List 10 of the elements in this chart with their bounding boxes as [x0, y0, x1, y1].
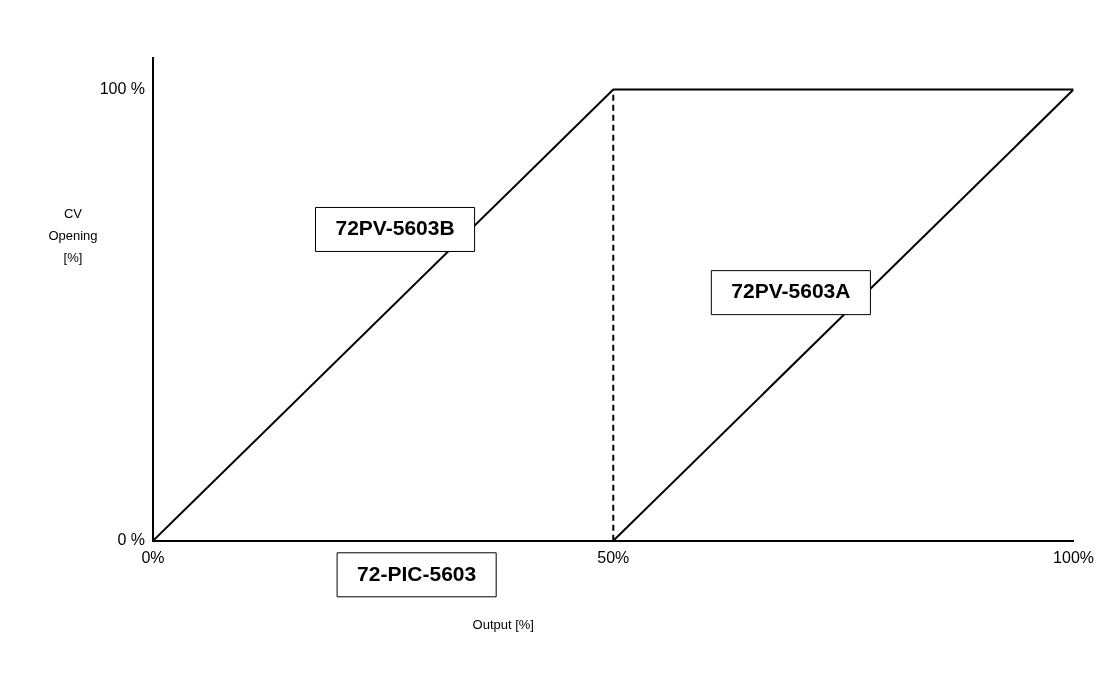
y-axis-title: CV Opening [%] — [48, 206, 98, 266]
text: 72-PIC-5603 — [357, 561, 477, 585]
y-tick-label: 100 % — [99, 79, 145, 97]
series-label: 72PV-5603A — [731, 279, 851, 303]
y-tick-label: 0 % — [117, 531, 145, 549]
x-tick-label: 50% — [597, 548, 630, 566]
x-axis-title: Output [%] — [472, 617, 534, 633]
x-tick-label: 0% — [141, 548, 165, 566]
x-tick-label: 100% — [1053, 548, 1094, 566]
series-label: 72PV-5603B — [335, 216, 455, 240]
